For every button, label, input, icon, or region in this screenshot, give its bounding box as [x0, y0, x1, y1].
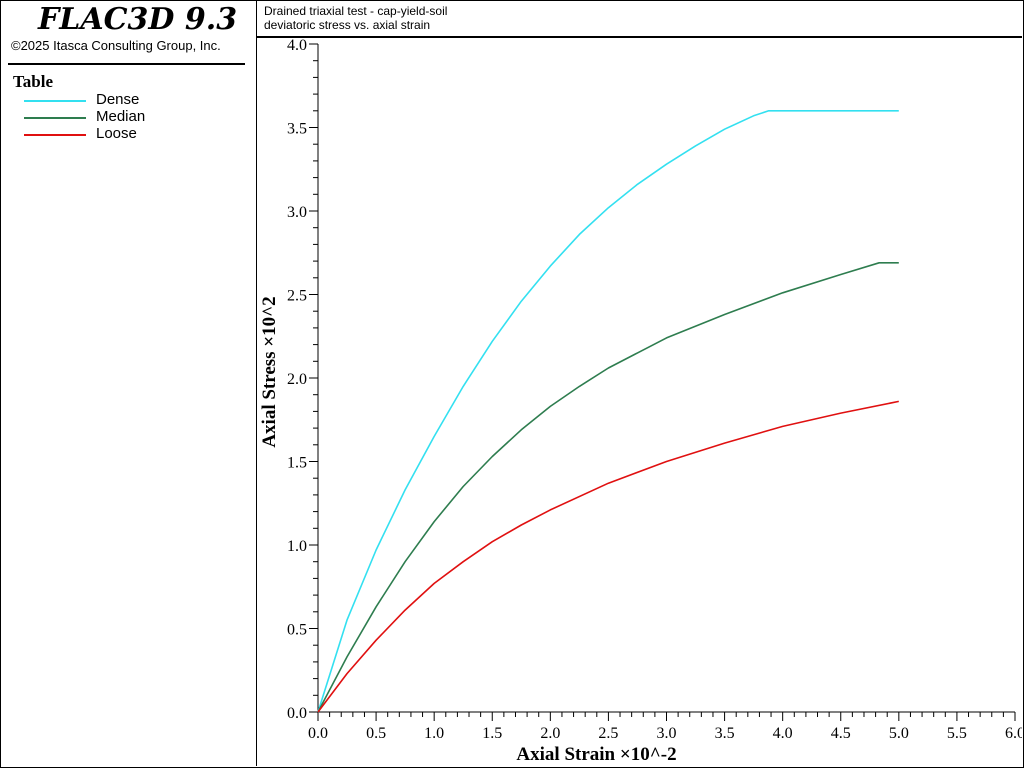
sidebar-panel: FLAC3D 9.3 ©2025 Itasca Consulting Group… — [0, 0, 257, 766]
x-tick-label: 4.5 — [831, 725, 851, 742]
series-line-loose — [317, 400, 899, 713]
x-tick-label: 4.0 — [773, 725, 793, 742]
chart-plot: 0.0 0.5 1.0 1.5 2.0 2.5 3.0 3.5 4.0 4.5 5.0 5.5 6.0 0… — [259, 38, 1022, 765]
x-tick-label: 5.0 — [889, 725, 909, 742]
x-tick-label: 5.5 — [947, 725, 967, 742]
app-title: FLAC3D 9.3 — [38, 2, 238, 37]
legend-label-loose: Loose — [96, 125, 137, 142]
legend-swatch-median — [24, 117, 86, 119]
x-tick-label: 3.0 — [657, 725, 677, 742]
legend-label-median: Median — [96, 108, 146, 125]
divider — [8, 63, 245, 65]
y-tick-label: 2.0 — [287, 371, 307, 388]
legend-title: Table — [13, 72, 54, 91]
series-line-dense — [317, 110, 899, 713]
y-axis-title: Axial Stress ×10^2 — [259, 296, 280, 447]
copyright-text: ©2025 Itasca Consulting Group, Inc. — [11, 38, 221, 53]
legend-swatch-dense — [24, 100, 86, 102]
y-tick-label: 0.0 — [287, 705, 307, 722]
x-tick-label: 0.0 — [308, 725, 328, 742]
legend-label-dense: Dense — [96, 91, 140, 108]
x-tick-label: 6.0 — [1005, 725, 1022, 742]
plot-header: Drained triaxial test - cap-yield-soil d… — [257, 0, 1022, 38]
x-tick-label: 0.5 — [366, 725, 386, 742]
x-tick-label: 1.5 — [482, 725, 502, 742]
y-tick-label: 2.5 — [287, 288, 307, 305]
x-tick-label: 2.5 — [598, 725, 618, 742]
x-tick-label: 2.0 — [540, 725, 560, 742]
series-line-median — [317, 262, 899, 713]
y-tick-label: 3.0 — [287, 204, 307, 221]
y-tick-label: 1.0 — [287, 538, 307, 555]
y-tick-label: 1.5 — [287, 455, 307, 472]
x-tick-label: 3.5 — [715, 725, 735, 742]
y-tick-label: 4.0 — [287, 38, 307, 54]
chart-series-layer — [317, 110, 899, 713]
x-axis-title: Axial Strain ×10^-2 — [516, 744, 676, 765]
chart-axes: 0.0 0.5 1.0 1.5 2.0 2.5 3.0 3.5 4.0 4.5 5.0 5.5 6.0 0… — [287, 38, 1022, 742]
plot-title-line1: Drained triaxial test - cap-yield-soil — [264, 4, 448, 18]
y-tick-label: 3.5 — [287, 121, 307, 138]
legend-swatch-loose — [24, 134, 86, 136]
x-tick-label: 1.0 — [424, 725, 444, 742]
plot-title-line2: deviatoric stress vs. axial strain — [264, 18, 431, 32]
y-tick-label: 0.5 — [287, 622, 307, 639]
